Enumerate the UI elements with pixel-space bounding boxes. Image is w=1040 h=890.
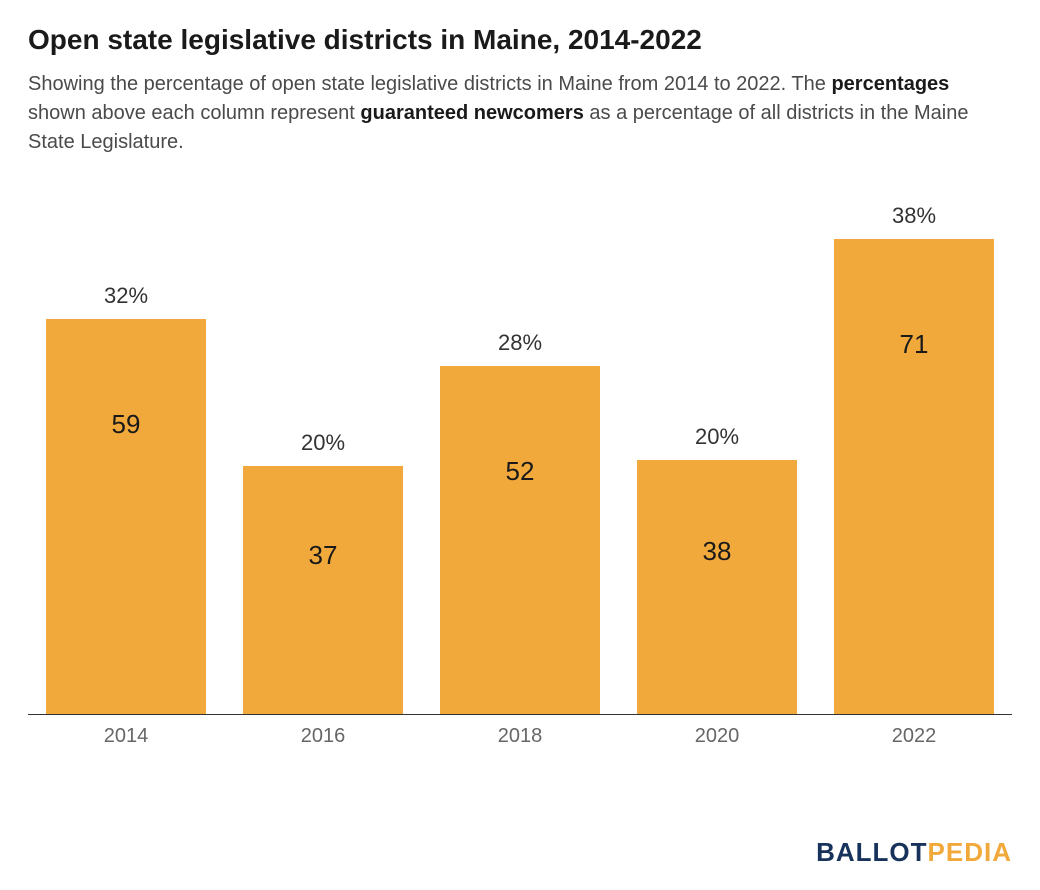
bar-column: 32% 59	[46, 283, 206, 714]
bar-value-label: 52	[506, 456, 535, 487]
bar-percent-label: 32%	[104, 283, 148, 309]
bar-column: 28% 52	[440, 330, 600, 714]
bar-column: 38% 71	[834, 203, 994, 714]
bar: 37	[243, 466, 403, 714]
bar: 38	[637, 460, 797, 714]
bar-value-label: 37	[309, 540, 338, 571]
bar-chart: 32% 59 20% 37 28% 52 20% 38 38% 71 2014 2016 2018 20…	[28, 185, 1012, 765]
desc-part: Showing the percentage of open state leg…	[28, 73, 831, 95]
x-axis-label: 2016	[243, 725, 403, 748]
bar: 59	[46, 319, 206, 714]
bar: 71	[834, 239, 994, 714]
bar: 52	[440, 366, 600, 714]
bar-value-label: 71	[900, 329, 929, 360]
bar-percent-label: 20%	[695, 424, 739, 450]
bar-value-label: 38	[703, 536, 732, 567]
x-axis-label: 2014	[46, 725, 206, 748]
x-axis-label: 2018	[440, 725, 600, 748]
logo-part-2: PEDIA	[928, 837, 1012, 867]
desc-part: shown above each column represent	[28, 102, 360, 124]
bar-column: 20% 37	[243, 430, 403, 714]
chart-title: Open state legislative districts in Main…	[28, 24, 1012, 56]
bar-percent-label: 20%	[301, 430, 345, 456]
desc-bold: percentages	[831, 73, 949, 95]
x-axis-label: 2022	[834, 725, 994, 748]
bar-percent-label: 38%	[892, 203, 936, 229]
bar-percent-label: 28%	[498, 330, 542, 356]
desc-bold: guaranteed newcomers	[360, 102, 583, 124]
bar-value-label: 59	[112, 409, 141, 440]
logo-part-1: BALLOT	[816, 837, 927, 867]
bar-column: 20% 38	[637, 424, 797, 714]
source-logo: BALLOTPEDIA	[816, 837, 1012, 868]
chart-description: Showing the percentage of open state leg…	[28, 70, 1012, 157]
x-axis-label: 2020	[637, 725, 797, 748]
